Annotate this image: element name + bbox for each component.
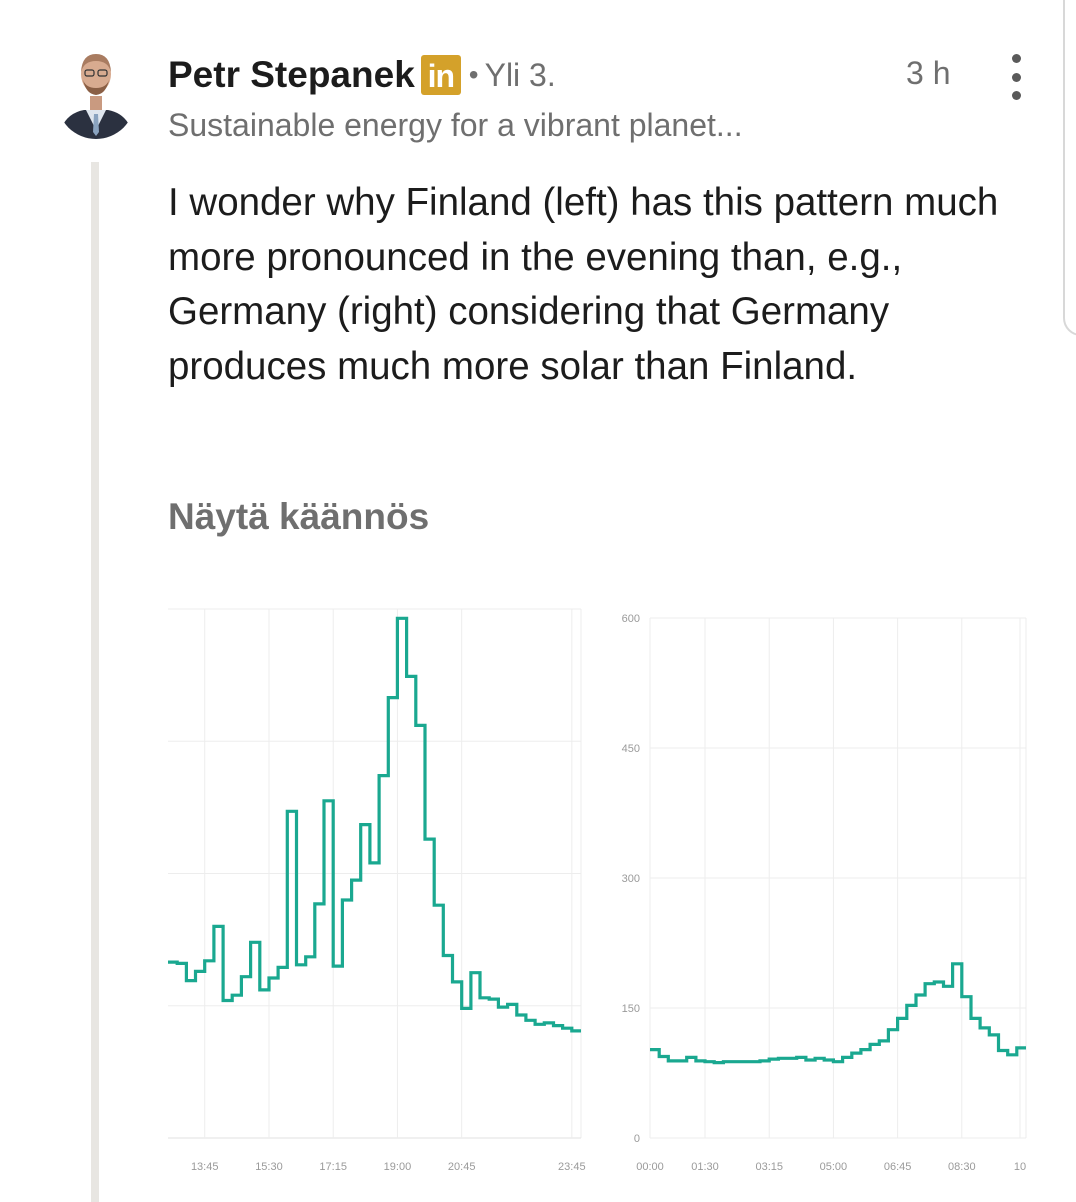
- x-tick-label: 17:15: [319, 1161, 347, 1173]
- series-line: [650, 962, 1026, 1065]
- post-time: 3 h: [906, 55, 951, 91]
- y-tick-label: 450: [622, 743, 640, 755]
- x-tick-label: 23:45: [558, 1161, 586, 1173]
- author-row: Petr Stepanek in • Yli 3.: [168, 50, 556, 100]
- y-tick-label: 0: [634, 1133, 640, 1145]
- avatar[interactable]: [56, 44, 136, 140]
- connection-degree: Yli 3.: [484, 56, 556, 93]
- x-tick-label: 03:15: [755, 1161, 783, 1173]
- dot: [1011, 54, 1021, 63]
- show-translation-link[interactable]: Näytä käännös: [168, 496, 430, 537]
- linkedin-icon: in: [420, 55, 461, 95]
- x-tick-label: 19:00: [384, 1161, 412, 1173]
- thread-line: [91, 162, 99, 1202]
- author-headline: Sustainable energy for a vibrant planet.…: [168, 107, 743, 143]
- finland-chart: 13:45 15:30 17:15 19:00 20:45 23:45: [168, 608, 586, 1173]
- germany-chart: 00:00 01:30 03:15 05:00 06:45 08:30 10 0 150 300 4…: [622, 613, 1027, 1173]
- separator-dot: •: [468, 59, 479, 90]
- x-tick-label: 20:45: [448, 1161, 476, 1173]
- x-tick-label: 06:45: [884, 1161, 912, 1173]
- y-tick-label: 300: [622, 873, 640, 885]
- post-text: I wonder why Finland (left) has this pat…: [168, 181, 999, 388]
- x-tick-label: 10: [1014, 1161, 1026, 1173]
- profile-photo: [57, 54, 135, 139]
- author-name[interactable]: Petr Stepanek: [168, 54, 415, 95]
- dot: [1011, 91, 1021, 100]
- x-tick-label: 15:30: [255, 1161, 283, 1173]
- x-tick-label: 08:30: [948, 1161, 976, 1173]
- dot: [1011, 72, 1021, 82]
- y-tick-label: 600: [622, 613, 640, 625]
- x-tick-label: 01:30: [691, 1161, 719, 1173]
- x-tick-label: 13:45: [191, 1161, 219, 1173]
- more-vertical-icon[interactable]: [1000, 54, 1032, 100]
- x-tick-label: 05:00: [820, 1161, 848, 1173]
- x-tick-label: 00:00: [636, 1161, 664, 1173]
- series-line: [168, 616, 581, 1033]
- y-tick-label: 150: [622, 1003, 640, 1015]
